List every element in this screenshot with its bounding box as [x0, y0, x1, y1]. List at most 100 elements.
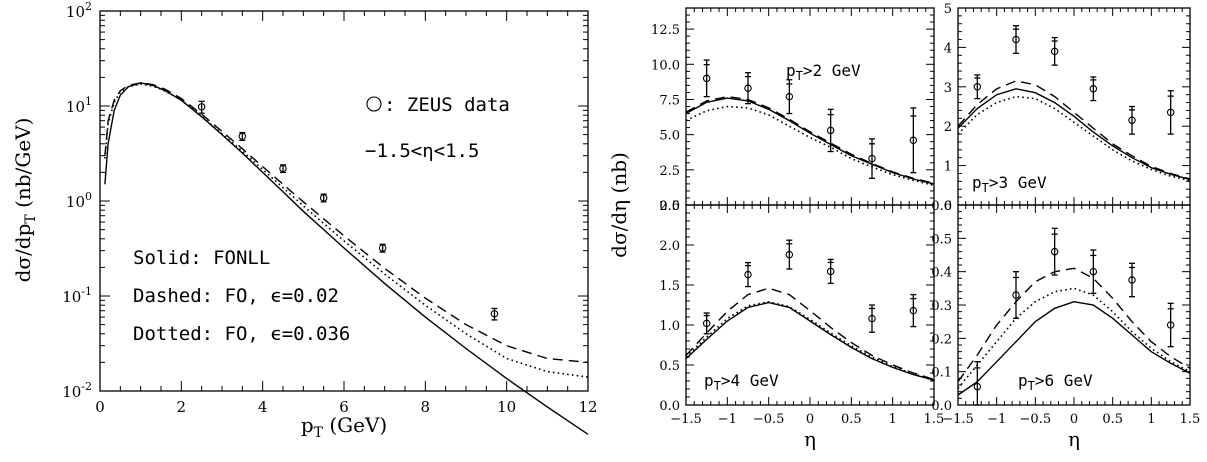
y-tick-label: 1	[944, 160, 952, 175]
y-tick-label: 12.5	[651, 23, 680, 38]
series-solid	[957, 88, 1191, 181]
series-dashed	[685, 287, 935, 381]
y-tick-label: 0.4	[931, 266, 952, 281]
x-tick-label: −1.5	[670, 412, 702, 427]
y-tick-label: 0.2	[931, 332, 952, 347]
right-y-axis-label: dσ/dη (nb)	[607, 152, 631, 258]
legend-zeus-text: : ZEUS data	[384, 94, 510, 116]
data-point	[1089, 267, 1098, 276]
y-tick-label: 7.5	[659, 93, 680, 108]
y-tick-label: 10.0	[651, 58, 680, 73]
x-tick-label: −1	[718, 412, 737, 427]
data-point	[319, 194, 328, 202]
panel-frame	[685, 7, 935, 206]
data-point	[1166, 108, 1175, 117]
y-tick-label: 10-1	[62, 285, 92, 306]
series-solid	[685, 97, 935, 185]
legend-eta-text: −1.5<η<1.5	[365, 140, 479, 162]
x-tick-label: 1.5	[1180, 412, 1201, 427]
data-point	[1089, 85, 1098, 93]
x-tick-label: −1.5	[942, 412, 974, 427]
data-point	[744, 84, 752, 92]
y-tick-label: 1.0	[659, 319, 680, 334]
series-dashed	[957, 80, 1191, 180]
x-tick-label: 0	[806, 412, 814, 427]
series-solid	[957, 300, 1191, 396]
data-point	[1128, 276, 1136, 284]
data-point	[1012, 35, 1020, 44]
series-dashed	[957, 267, 1191, 383]
data-point	[909, 306, 918, 315]
data-point	[785, 250, 794, 259]
data-point	[1166, 321, 1175, 329]
panel-label: pT>6 GeV	[1018, 371, 1093, 393]
panel-2: 0.0 0.5 1.0 1.5 2.0 2.5 −1.5 −1 −0.5 0 0.5 1 1.5 pT>4…	[659, 199, 944, 427]
data-point	[378, 244, 387, 252]
y-tick-label: 2.5	[659, 164, 680, 179]
data-point	[973, 83, 982, 91]
panel-3: 0.0 0.1 0.2 0.3 0.4 0.5 0.6 −1.5 −1 −0.5 0 0.5 1 1.5 p…	[931, 199, 1200, 427]
x-tick-label: 0.5	[1102, 412, 1123, 427]
y-tick-label: 0.1	[931, 366, 952, 381]
y-tick-label: 0.6	[931, 199, 952, 214]
data-point	[702, 74, 711, 83]
series-solid	[104, 82, 589, 435]
left-x-axis-label: pT (GeV)	[301, 413, 387, 441]
data-point	[785, 92, 794, 101]
panel-label: pT>4 GeV	[704, 371, 779, 393]
x-tick-label: −0.5	[1020, 412, 1052, 427]
data-point	[826, 267, 835, 276]
y-tick-label: 0.0	[931, 399, 952, 414]
data-point	[702, 319, 711, 328]
data-point	[490, 310, 499, 318]
x-tick-label: 12	[578, 398, 597, 416]
legend-dashed-text: Dashed: FO, ϵ=0.02	[133, 285, 339, 307]
x-tick-label: 8	[421, 398, 431, 416]
x-tick-label: 1	[889, 412, 897, 427]
data-point	[909, 136, 918, 145]
panel-1: 0 1 2 3 4 5 pT>3 GeV	[944, 2, 1191, 214]
legend-marker-icon	[366, 96, 382, 112]
x-tick-label: 1.5	[924, 412, 945, 427]
series-dashed	[104, 82, 589, 364]
x-tick-label: −1	[987, 412, 1006, 427]
series-dotted	[685, 105, 935, 187]
y-tick-label: 0.0	[659, 399, 680, 414]
data-point	[868, 154, 876, 163]
x-tick-label: 1	[1147, 412, 1155, 427]
axis-labels: pT (GeV) dσ/dpT (nb/GeV) dσ/dη (nb) η η	[11, 118, 1080, 451]
data-point	[973, 382, 982, 391]
panel-0: 0.02.55.07.510.012.5pT>2 GeV	[651, 7, 935, 214]
data-point	[826, 126, 835, 135]
y-tick-label: 2.5	[659, 199, 680, 214]
data-point	[868, 314, 876, 323]
x-tick-label: 0	[95, 398, 105, 416]
data-point	[1128, 116, 1136, 125]
y-tick-label: 102	[66, 0, 92, 21]
series-dotted	[104, 83, 589, 378]
y-tick-label: 5	[944, 2, 952, 17]
x-tick-label: 0.5	[841, 412, 862, 427]
y-tick-label: 10-2	[62, 380, 92, 401]
x-tick-label: 2	[177, 398, 187, 416]
left-plot: 0 2 4 6 8 10 12 10-2 10-1 100 101 102: ZEUS data −1.…	[62, 0, 598, 435]
y-tick-label: 0.5	[659, 359, 680, 374]
data-point	[1012, 291, 1020, 299]
y-tick-label: 101	[66, 95, 92, 116]
series-dotted	[957, 95, 1191, 182]
y-tick-label: 4	[944, 41, 952, 56]
data-point	[279, 164, 287, 173]
data-point	[197, 103, 206, 111]
right-x-axis-label-1: η	[804, 427, 816, 451]
y-tick-label: 2.0	[659, 239, 680, 254]
x-tick-label: 10	[497, 398, 516, 416]
data-point	[1050, 247, 1059, 256]
x-tick-label: 6	[339, 398, 349, 416]
data-point	[1050, 47, 1059, 56]
left-y-axis-label: dσ/dpT (nb/GeV)	[11, 118, 39, 283]
series-solid	[685, 301, 935, 381]
legend-dotted-text: Dotted: FO, ϵ=0.036	[133, 323, 350, 345]
data-point	[744, 270, 752, 279]
